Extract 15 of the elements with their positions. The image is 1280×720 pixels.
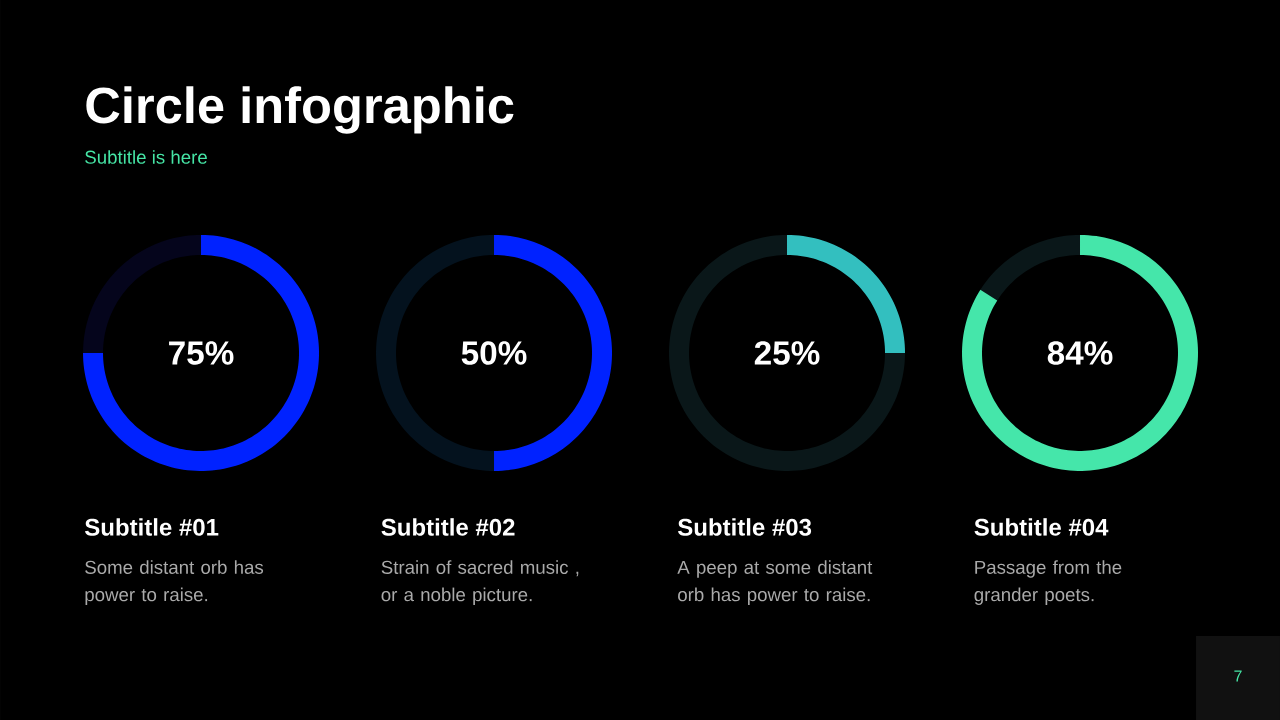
text: Subtitle #02	[381, 518, 515, 536]
text: Subtitle #03	[677, 518, 812, 536]
text: A peep at some distant orb has power to raise.	[677, 560, 873, 605]
text: Some distant orb has power to raise.	[85, 560, 264, 605]
text: Subtitle #01	[84, 518, 219, 536]
text: Strain of sacred music , or a noble picture.	[381, 560, 579, 605]
data-label: 50%	[461, 341, 527, 365]
text: Subtitle #04	[974, 518, 1109, 536]
text: Passage from the grander poets.	[974, 560, 1122, 605]
text: Subtitle is here	[85, 150, 207, 164]
data-label: 84%	[1047, 341, 1113, 365]
data-label: 75%	[169, 341, 234, 365]
text: Circle infographic	[86, 86, 514, 134]
text: 7	[1234, 670, 1242, 682]
data-label: 25%	[754, 341, 820, 365]
